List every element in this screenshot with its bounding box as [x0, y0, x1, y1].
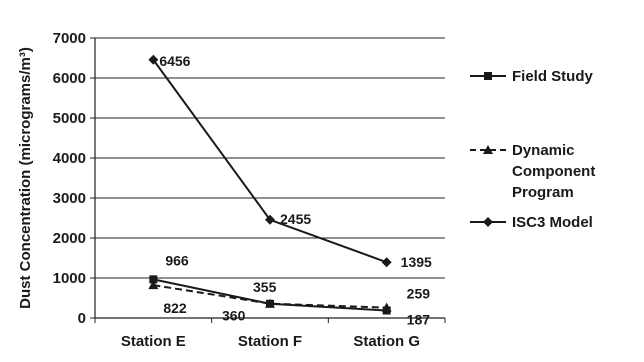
legend-marker-square-icon [484, 72, 492, 80]
legend-label: Dynamic [512, 142, 575, 159]
y-tick-label: 6000 [53, 70, 86, 87]
legend-label: Component [512, 163, 595, 180]
data-point-dynamic-component-program [265, 298, 275, 308]
y-tick-label: 0 [78, 310, 86, 327]
legend-label: Field Study [512, 68, 593, 85]
x-tick-label: Station F [238, 333, 302, 350]
axes: 0 1000 2000 3000 4000 5000 6000 7000 Station E St… [53, 30, 446, 350]
legend-marker-diamond-icon [483, 217, 493, 227]
series-line-dynamic-component-program [153, 284, 387, 309]
x-tick-label: Station E [121, 333, 186, 350]
data-point-isc3-model [148, 54, 159, 65]
data-label: 187 [407, 312, 431, 328]
legend-label: Program [512, 184, 574, 201]
gridlines [95, 37, 445, 279]
data-label: 6456 [159, 53, 190, 69]
legend: Field Study Dynamic Component Program ISC3 M… [470, 68, 595, 231]
data-label: 1395 [401, 254, 432, 270]
legend-label: ISC3 Model [512, 214, 593, 231]
data-label: 355 [253, 279, 277, 295]
legend-marker-triangle-icon [483, 145, 493, 154]
data-label: 822 [163, 300, 187, 316]
legend-item-isc3-model: ISC3 Model [470, 214, 593, 231]
y-tick-label: 7000 [53, 30, 86, 47]
data-labels: 6456 2455 1395 966 822 355 360 259 187 [159, 53, 432, 328]
data-point-dynamic-component-program [381, 302, 392, 312]
data-label: 966 [165, 252, 189, 268]
data-label: 360 [222, 308, 246, 324]
series-lines [148, 54, 392, 315]
legend-item-dynamic-component-program: Dynamic Component Program [470, 142, 595, 201]
y-tick-label: 2000 [53, 230, 86, 247]
data-point-field-study [149, 275, 158, 284]
x-tick-label: Station G [353, 333, 420, 350]
y-tick-label: 5000 [53, 110, 86, 127]
data-point-isc3-model [381, 257, 392, 268]
data-label: 2455 [280, 211, 311, 227]
data-point-dynamic-component-program [148, 280, 159, 290]
data-point-isc3-model [265, 214, 275, 225]
y-tick-label: 3000 [53, 190, 86, 207]
y-axis-label: Dust Concentration (micrograms/m³) [17, 47, 34, 309]
series-line-isc3-model [152, 59, 388, 264]
y-tick-label: 4000 [53, 150, 86, 167]
y-tick-label: 1000 [53, 270, 86, 287]
data-label: 259 [407, 286, 431, 302]
legend-item-field-study: Field Study [470, 68, 593, 85]
